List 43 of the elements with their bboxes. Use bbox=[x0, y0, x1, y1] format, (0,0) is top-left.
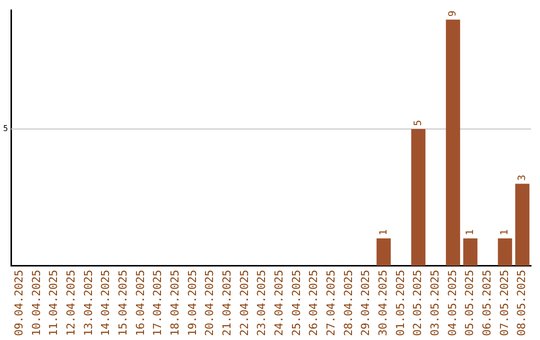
x-tick-label: 08.05.2025 bbox=[515, 270, 528, 336]
x-tick-label: 22.04.2025 bbox=[238, 270, 251, 336]
x-tick-label: 11.04.2025 bbox=[47, 270, 60, 336]
data-label: 1 bbox=[378, 229, 390, 236]
bar bbox=[515, 184, 530, 266]
bar bbox=[446, 20, 460, 266]
x-tick-label: 28.04.2025 bbox=[342, 270, 355, 336]
bar bbox=[411, 128, 426, 266]
data-label: 5 bbox=[412, 120, 424, 126]
x-tick-label: 12.04.2025 bbox=[64, 270, 78, 336]
data-label: 1 bbox=[500, 229, 511, 236]
x-tick-label: 26.04.2025 bbox=[307, 270, 320, 336]
x-tick-label: 29.04.2025 bbox=[359, 270, 372, 336]
bar bbox=[498, 238, 512, 266]
data-label: 9 bbox=[448, 10, 459, 17]
x-tick-label: 20.04.2025 bbox=[203, 270, 216, 336]
x-tick-label: 23.04.2025 bbox=[255, 270, 268, 336]
x-tick-label: 02.05.2025 bbox=[411, 270, 424, 336]
x-tick-label: 17.04.2025 bbox=[151, 270, 164, 336]
x-tick-label: 05.05.2025 bbox=[463, 270, 476, 336]
x-tick-label: 25.04.2025 bbox=[290, 270, 303, 336]
x-tick-label: 21.04.2025 bbox=[220, 270, 234, 336]
x-tick-label: 03.05.2025 bbox=[428, 270, 442, 336]
data-label: 3 bbox=[516, 174, 528, 181]
bar bbox=[463, 238, 478, 266]
x-tick-label: 01.05.2025 bbox=[394, 270, 407, 336]
x-tick-label: 10.04.2025 bbox=[30, 270, 43, 336]
x-tick-label: 18.04.2025 bbox=[168, 270, 182, 336]
ref-line-label: 5 bbox=[3, 124, 8, 134]
x-tick-label: 16.04.2025 bbox=[134, 270, 147, 336]
data-label: 1 bbox=[464, 229, 476, 236]
x-tick-label: 27.04.2025 bbox=[324, 270, 338, 336]
x-tick-label: 19.04.2025 bbox=[186, 270, 199, 336]
x-tick-label: 24.04.2025 bbox=[272, 270, 286, 336]
x-tick-label: 15.04.2025 bbox=[116, 270, 130, 336]
x-tick-label: 09.04.2025 bbox=[12, 270, 26, 336]
x-tick-label: 13.04.2025 bbox=[82, 270, 95, 336]
x-tick-label: 06.05.2025 bbox=[480, 270, 494, 336]
x-tick-label: 14.04.2025 bbox=[99, 270, 112, 336]
x-tick-label: 07.05.2025 bbox=[498, 270, 511, 336]
x-tick-label: 30.04.2025 bbox=[376, 270, 390, 336]
bar bbox=[376, 238, 391, 266]
x-tick-label: 04.05.2025 bbox=[446, 270, 459, 336]
